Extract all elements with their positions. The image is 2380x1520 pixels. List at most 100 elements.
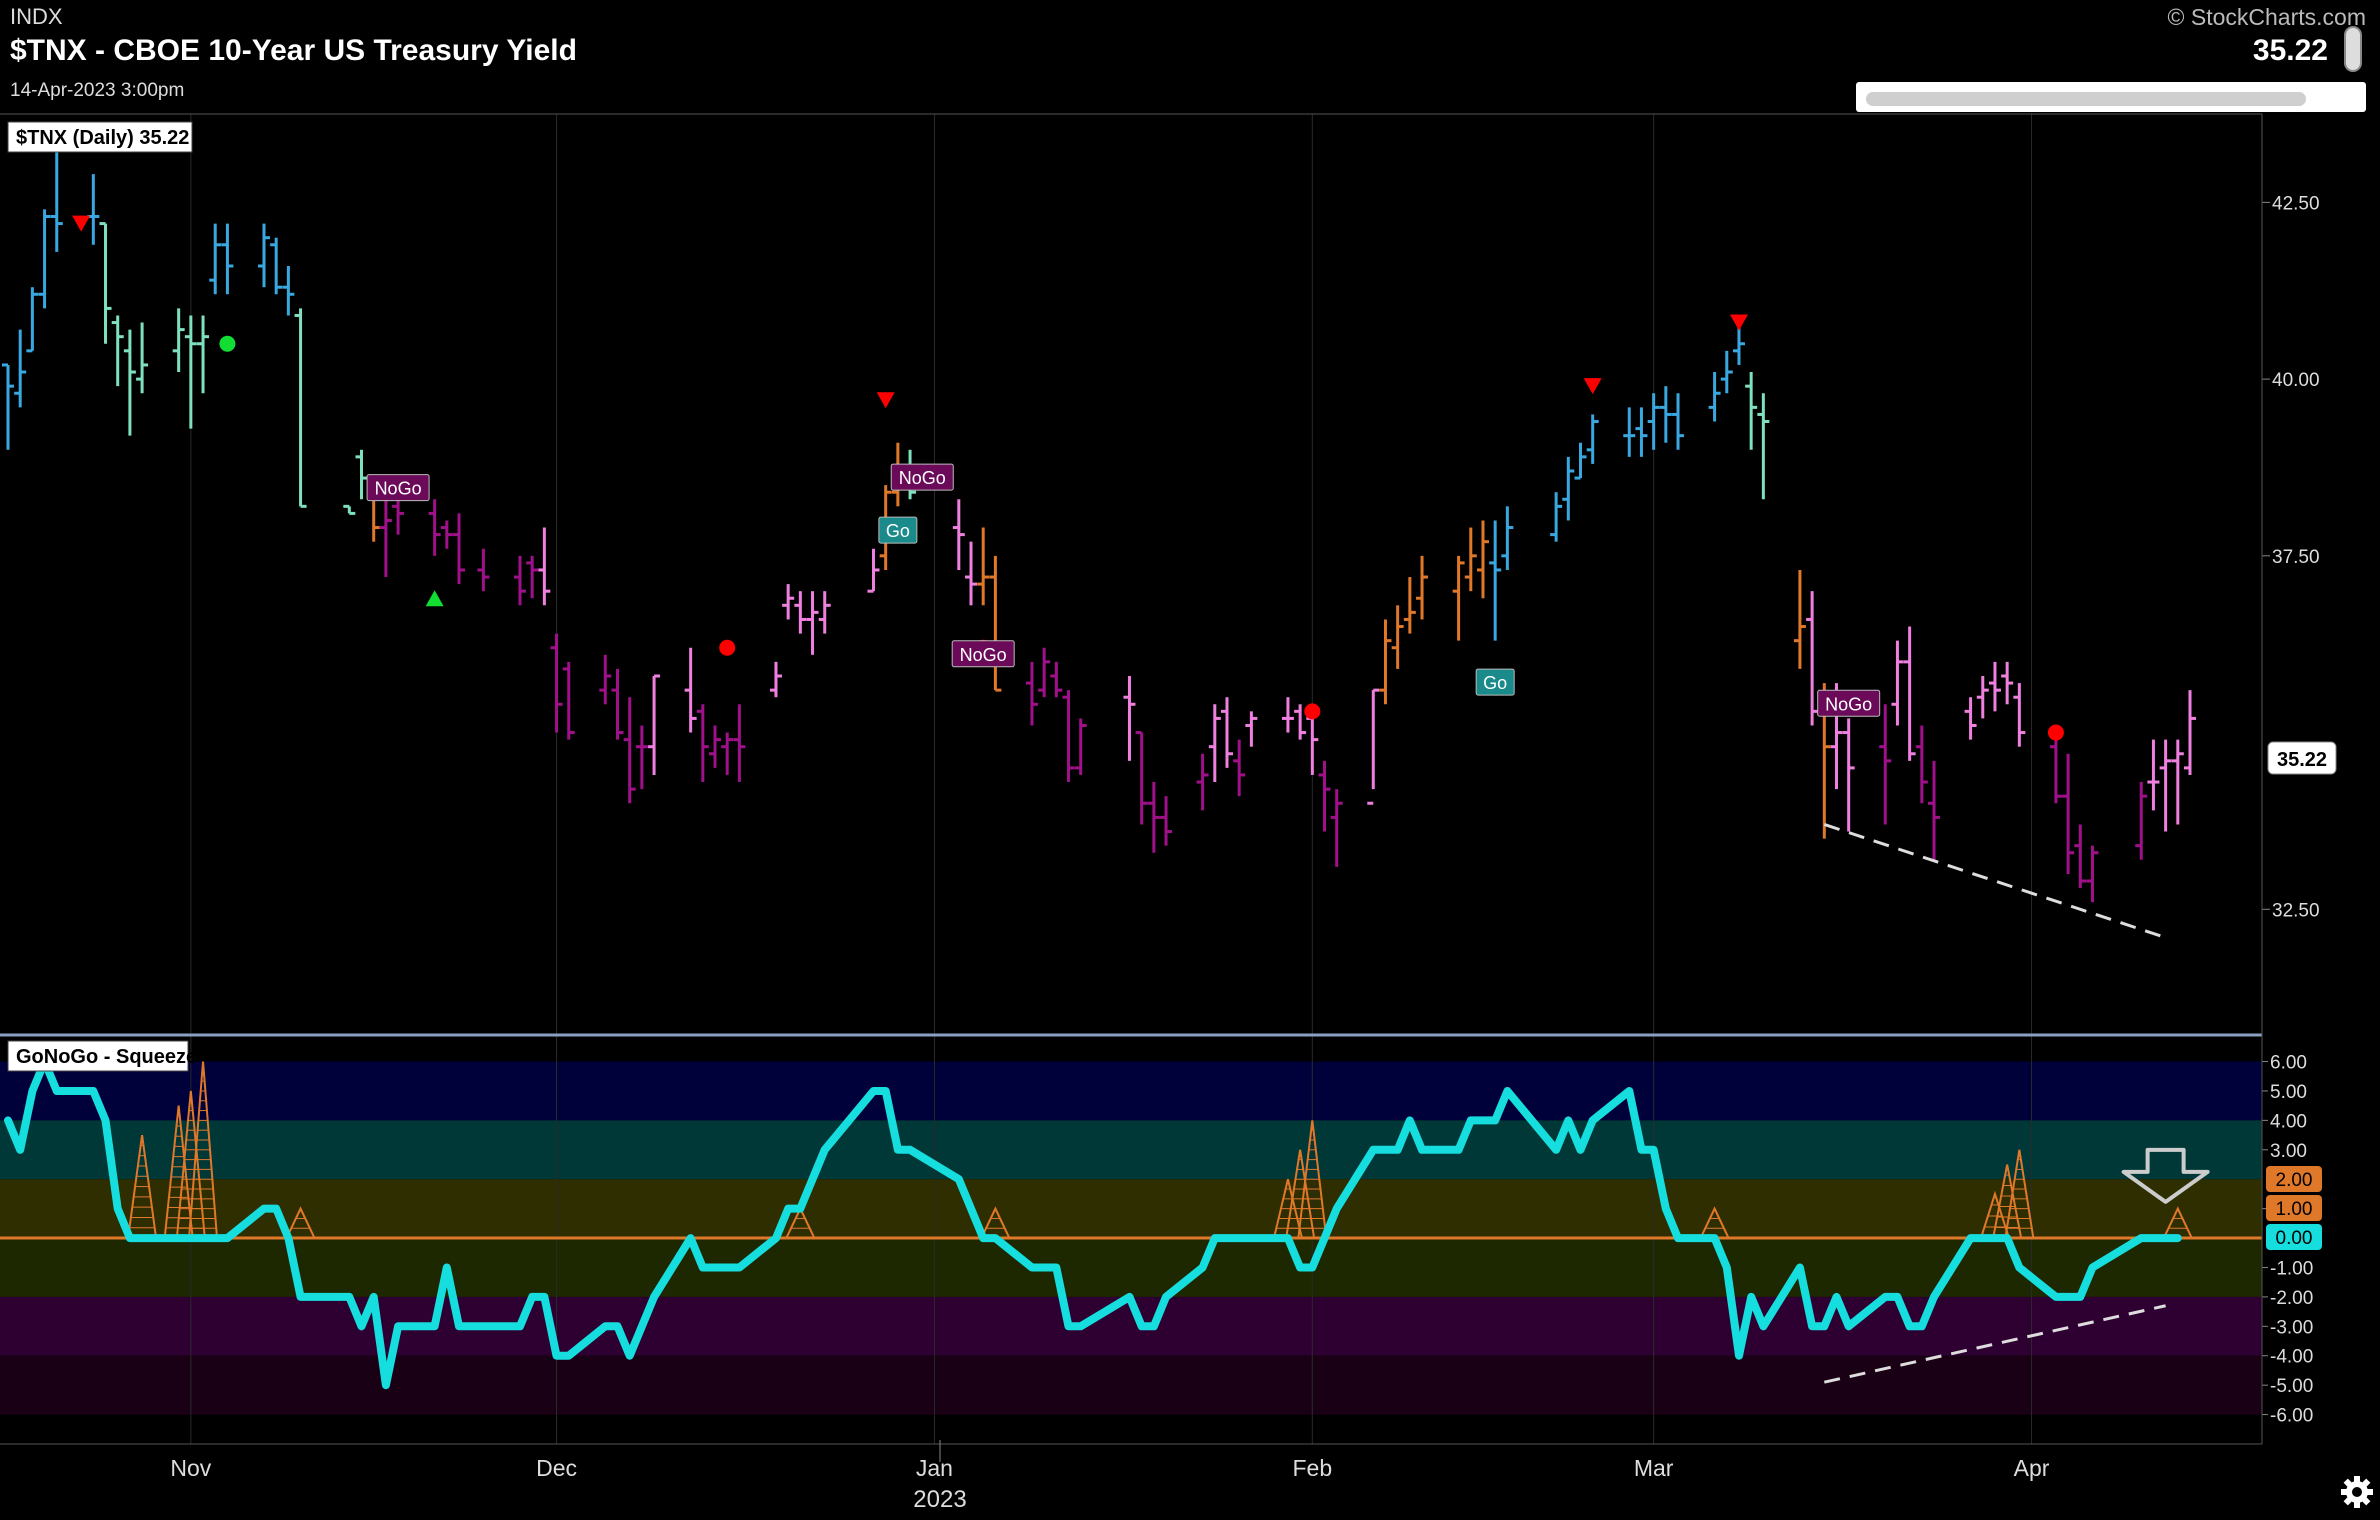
signal-down-triangle	[1583, 378, 1602, 395]
label-box	[1817, 689, 1881, 717]
ohlc-bar	[1635, 407, 1648, 457]
price-tick-label: 37.50	[2272, 547, 2320, 568]
ohlc-bar	[1879, 704, 1892, 825]
oscillator-tick-label: 5.00	[2270, 1082, 2307, 1103]
ohlc-bar	[2049, 739, 2062, 804]
ohlc-bar	[1806, 591, 1819, 726]
ohlc-bar	[99, 222, 112, 344]
nogo-label: NoGo	[1817, 689, 1881, 717]
ohlc-bar	[1464, 527, 1477, 592]
ohlc-bar	[599, 654, 612, 705]
go-label: Go	[878, 516, 918, 544]
ohlc-bar	[2159, 739, 2172, 832]
squeeze-peak-outline	[1980, 1190, 2010, 1239]
oscillator-zone	[0, 1238, 2262, 1297]
ohlc-bar	[867, 548, 880, 593]
oscillator-tick-label: 3.00	[2270, 1141, 2307, 1162]
x-tick-label: Nov	[170, 1455, 211, 1481]
signal-down-triangle	[72, 215, 91, 232]
nogo-label: NoGo	[366, 474, 430, 502]
squeeze-tag-2	[2266, 1166, 2322, 1192]
signal-dot	[2047, 724, 2064, 741]
ohlc-bar	[1245, 711, 1258, 747]
chart-title: $TNX - CBOE 10-Year US Treasury Yield	[10, 34, 577, 67]
ohlc-bar	[2184, 690, 2196, 775]
ohlc-bar	[2001, 661, 2014, 705]
squeeze-peak	[2004, 1149, 2035, 1239]
ohlc-bar	[1903, 626, 1916, 761]
ohlc-bar	[1294, 704, 1307, 740]
ohlc-bar	[550, 633, 563, 733]
oscillator-zone	[0, 1179, 2262, 1239]
ohlc-bar	[282, 265, 295, 316]
oscillator-legend: GoNoGo - Squeeze	[16, 1046, 197, 1068]
squeeze-peak-outline	[1992, 1164, 2023, 1239]
ohlc-bar	[1452, 555, 1465, 641]
x-tick-label: Jan	[916, 1455, 953, 1481]
oscillator-zone	[0, 1061, 2262, 1121]
ohlc-bar	[1489, 520, 1502, 641]
ohlc-bar	[1757, 393, 1770, 500]
oscillator-tick-label: -4.00	[2270, 1347, 2313, 1368]
squeeze-peak	[1297, 1120, 1328, 1239]
ohlc-bar	[221, 223, 234, 295]
ohlc-bar	[1330, 789, 1343, 867]
ohlc-bar	[379, 499, 392, 578]
signal-dot	[719, 639, 736, 656]
ohlc-bar	[818, 591, 831, 634]
ohlc-bar	[2147, 739, 2160, 811]
ohlc-bar	[1416, 555, 1429, 620]
ohlc-bar	[209, 223, 222, 295]
squeeze-tag-1	[2266, 1195, 2322, 1221]
oscillator-tick-label: -5.00	[2270, 1376, 2313, 1397]
settings-gear-icon[interactable]	[2341, 1476, 2373, 1508]
label-text: Go	[1483, 673, 1507, 693]
squeeze-peak	[1699, 1206, 1730, 1239]
ohlc-bar	[1891, 640, 1904, 726]
ohlc-bar	[1476, 520, 1489, 599]
ohlc-bar	[1842, 718, 1855, 832]
time-scrollbar-thumb[interactable]	[1866, 92, 2306, 106]
signal-up-triangle	[425, 590, 444, 607]
ohlc-bar	[440, 520, 453, 549]
ohlc-bar	[184, 315, 197, 429]
ohlc-bar	[1745, 372, 1758, 450]
signal-down-triangle	[1729, 314, 1748, 331]
chart-date: 14-Apr-2023 3:00pm	[10, 80, 185, 101]
squeeze-tag-1-text: 1.00	[2276, 1199, 2313, 1220]
ohlc-bar	[453, 513, 466, 585]
oscillator-zone	[0, 1355, 2262, 1415]
oscillator-tick-label: -3.00	[2270, 1317, 2313, 1338]
oscillator-tag-0-text: 0.00	[2276, 1228, 2313, 1249]
ohlc-bar	[696, 704, 709, 783]
vertical-scroll-handle[interactable]	[2344, 26, 2362, 72]
ohlc-bar	[538, 527, 551, 606]
price-trend-line	[1823, 823, 2167, 939]
oscillator-zone	[0, 1120, 2262, 1180]
ohlc-bar	[50, 145, 63, 252]
x-tick-label: Feb	[1293, 1455, 1333, 1481]
ohlc-bar	[782, 584, 795, 620]
ohlc-bar	[1586, 414, 1599, 464]
ohlc-bar	[1281, 697, 1294, 733]
squeeze-peak	[2162, 1206, 2193, 1239]
ohlc-bar	[1123, 676, 1136, 761]
price-tick-label: 42.50	[2272, 193, 2320, 214]
oscillator-tick-label: -1.00	[2270, 1258, 2313, 1279]
ohlc-bar	[1160, 796, 1173, 846]
ohlc-bar	[26, 287, 39, 353]
last-price-tag	[2267, 741, 2337, 775]
last-price-tag-text: 35.22	[2277, 749, 2327, 771]
ohlc-bar	[1367, 688, 1380, 805]
label-box	[878, 516, 918, 544]
ohlc-bar	[1964, 697, 1977, 740]
price-legend-box	[7, 121, 193, 153]
brand-watermark: © StockCharts.com	[2167, 4, 2366, 30]
ohlc-bar	[1403, 577, 1416, 634]
ohlc-bar	[1233, 739, 1246, 797]
ohlc-bar	[1050, 661, 1063, 698]
ohlc-bar	[2074, 824, 2087, 889]
ohlc-bar	[623, 697, 636, 804]
ohlc-bar	[355, 449, 368, 500]
nogo-label: NoGo	[951, 640, 1015, 668]
